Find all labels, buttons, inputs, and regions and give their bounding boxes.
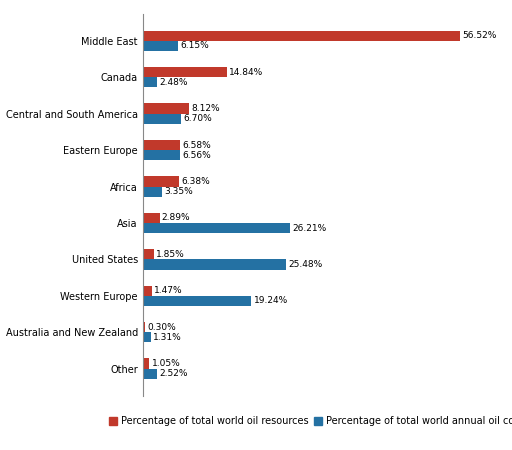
- Bar: [143, 369, 158, 379]
- Text: 14.84%: 14.84%: [229, 68, 263, 76]
- Text: 2.89%: 2.89%: [162, 213, 190, 222]
- Text: 6.70%: 6.70%: [183, 114, 212, 123]
- Bar: [143, 104, 189, 114]
- Text: 25.48%: 25.48%: [288, 260, 323, 269]
- Bar: [143, 176, 179, 187]
- Legend: Percentage of total world oil resources, Percentage of total world annual oil co: Percentage of total world oil resources,…: [105, 412, 512, 430]
- Text: 2.48%: 2.48%: [160, 78, 188, 87]
- Bar: [143, 31, 460, 41]
- Bar: [143, 296, 251, 306]
- Bar: [143, 223, 290, 233]
- Bar: [143, 77, 157, 87]
- Text: 1.31%: 1.31%: [153, 333, 182, 342]
- Bar: [143, 140, 180, 150]
- Text: 2.52%: 2.52%: [160, 369, 188, 378]
- Text: 19.24%: 19.24%: [253, 297, 288, 306]
- Bar: [143, 259, 286, 270]
- Text: 1.47%: 1.47%: [154, 286, 182, 295]
- Text: 8.12%: 8.12%: [191, 104, 220, 113]
- Bar: [143, 322, 145, 332]
- Bar: [143, 41, 178, 51]
- Text: 3.35%: 3.35%: [164, 187, 193, 196]
- Bar: [143, 213, 160, 223]
- Bar: [143, 114, 181, 124]
- Text: 6.56%: 6.56%: [182, 151, 211, 160]
- Text: 6.58%: 6.58%: [182, 140, 211, 149]
- Bar: [143, 332, 151, 342]
- Text: 56.52%: 56.52%: [462, 31, 497, 40]
- Bar: [143, 67, 227, 77]
- Text: 6.15%: 6.15%: [180, 41, 209, 50]
- Text: 0.30%: 0.30%: [147, 323, 176, 332]
- Bar: [143, 187, 162, 197]
- Text: 6.38%: 6.38%: [181, 177, 210, 186]
- Text: 26.21%: 26.21%: [292, 224, 327, 233]
- Bar: [143, 249, 154, 259]
- Bar: [143, 359, 150, 369]
- Text: 1.85%: 1.85%: [156, 250, 185, 259]
- Bar: [143, 286, 152, 296]
- Bar: [143, 150, 180, 160]
- Text: 1.05%: 1.05%: [152, 359, 180, 368]
